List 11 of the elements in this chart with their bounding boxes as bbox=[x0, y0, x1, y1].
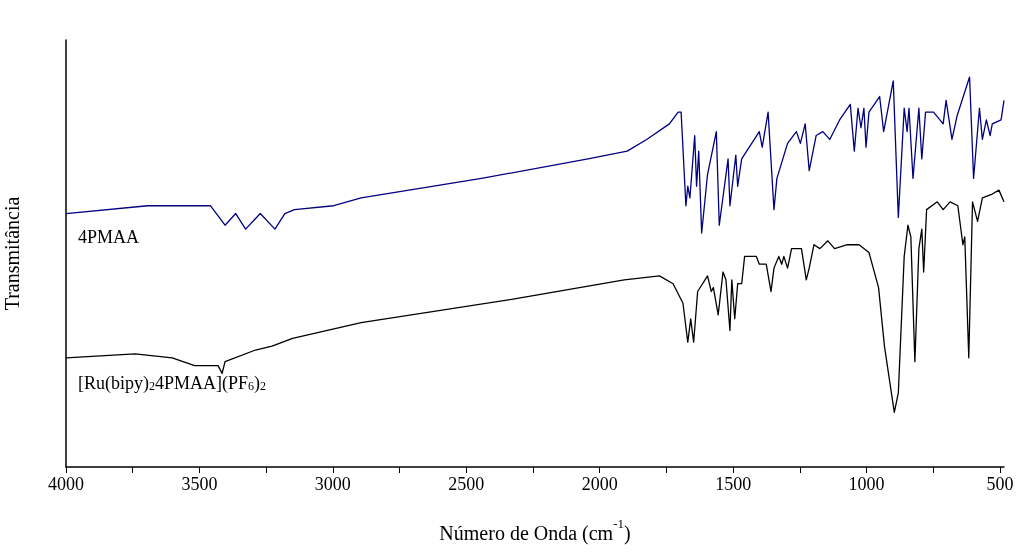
x-tick-label: 2500 bbox=[448, 474, 485, 494]
x-tick-label: 4000 bbox=[48, 474, 84, 494]
y-axis-title: Transmitância bbox=[1, 196, 23, 311]
x-tick-label: 1000 bbox=[848, 474, 885, 494]
x-tick-label: 3500 bbox=[181, 474, 218, 494]
series-label: [Ru(bipy)24PMAA](PF6)2 bbox=[78, 372, 267, 394]
x-tick-label: 500 bbox=[986, 474, 1014, 494]
x-tick-label: 3000 bbox=[314, 474, 351, 494]
x-tick-label: 1500 bbox=[715, 474, 752, 494]
x-tick-label: 2000 bbox=[581, 474, 618, 494]
series-label: 4PMAA bbox=[78, 226, 140, 247]
